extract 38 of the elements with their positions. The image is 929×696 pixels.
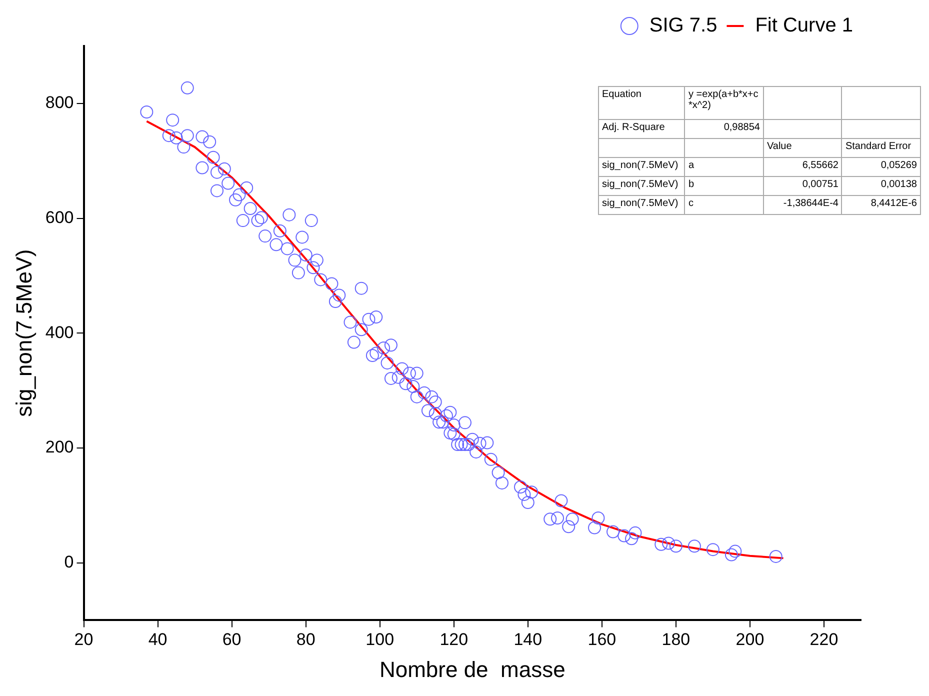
annotation: c: [684, 196, 764, 214]
x-tick-label: 200: [736, 630, 764, 650]
legend-label: SIG 7.5: [649, 14, 718, 37]
annotation: sig_non(7.5MeV): [598, 196, 685, 214]
annotation: Standard Error: [842, 138, 920, 158]
annotation: sig_non(7.5MeV): [598, 176, 685, 196]
text: 0,00138: [842, 176, 920, 196]
x-tick-label: 80: [296, 630, 316, 650]
x-tick-label: 100: [366, 630, 394, 650]
annotation: a: [684, 158, 764, 176]
annotation: b: [684, 176, 764, 196]
x-tick-label: 20: [74, 630, 94, 650]
annotation: 6,55662: [763, 158, 842, 176]
x-tick-label: 180: [662, 630, 690, 650]
x-tick-label: 160: [588, 630, 616, 650]
x-tick-label: 220: [810, 630, 838, 650]
y-tick-label: 800: [45, 93, 74, 112]
annotation: 0,98854: [684, 120, 764, 138]
y-axis-title: sig_non(7.5MeV): [11, 249, 36, 417]
y-tick-label: 400: [45, 322, 74, 342]
x-tick-label: 60: [222, 630, 242, 650]
x-tick-label: 120: [440, 630, 468, 650]
annotation: 0,00751: [763, 176, 842, 196]
annotation: Value: [763, 138, 842, 158]
legend-label: Fit Curve 1: [755, 14, 854, 37]
y-tick-label: 600: [45, 208, 74, 227]
annotation: -1,38644E-4: [763, 196, 842, 214]
annotation: Equation: [598, 86, 685, 120]
y-tick-label: 200: [45, 438, 74, 457]
x-tick-label: 140: [514, 630, 542, 650]
annotation: sig_non(7.5MeV): [598, 158, 685, 176]
text: 8,4412E-6: [842, 196, 920, 214]
y-tick-label: 0: [64, 552, 74, 572]
annotation: y =exp(a+b*x+c*x^2): [684, 86, 764, 120]
text: 0,05269: [842, 158, 920, 176]
x-axis-title: Nombre de masse: [379, 656, 566, 682]
x-tick-label: 40: [148, 630, 168, 650]
annotation: Adj. R-Square: [598, 120, 685, 138]
